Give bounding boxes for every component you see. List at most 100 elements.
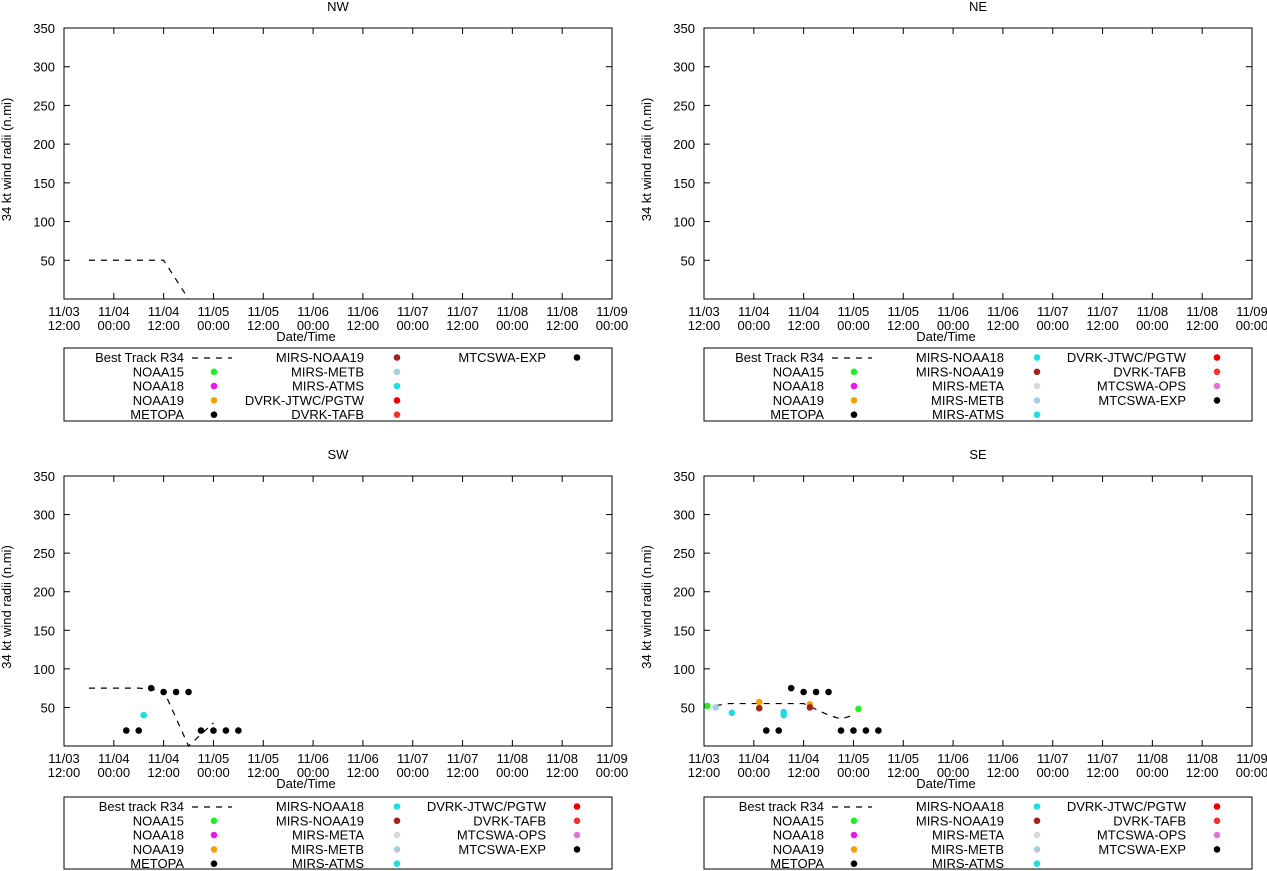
x-tick-time: 12:00 [787, 318, 820, 333]
x-tick-day: 11/07 [1087, 751, 1119, 766]
legend-label: METOPA [130, 856, 184, 871]
x-tick-time: 00:00 [1236, 318, 1267, 333]
x-tick-day: 11/05 [247, 751, 279, 766]
x-tick-time: 00:00 [937, 318, 970, 333]
x-tick-day: 11/04 [98, 304, 130, 319]
y-tick-label: 100 [673, 215, 695, 230]
x-tick-day: 11/04 [148, 304, 180, 319]
y-tick-label: 100 [33, 662, 55, 677]
x-tick-day: 11/08 [497, 304, 529, 319]
point-mirs-atms [728, 709, 736, 717]
legend-label: NOAA19 [773, 842, 824, 857]
x-tick-time: 12:00 [688, 318, 721, 333]
legend-label: NOAA19 [133, 393, 184, 408]
legend-label: MTCSWA-EXP [458, 842, 546, 857]
legend-marker [1213, 368, 1221, 376]
x-tick-time: 00:00 [596, 765, 629, 780]
y-tick-label: 250 [33, 546, 55, 561]
x-tick-day: 11/07 [397, 751, 429, 766]
legend-marker [850, 860, 858, 867]
legend-marker [573, 846, 581, 853]
x-tick-time: 12:00 [987, 318, 1020, 333]
legend-label: NOAA19 [773, 393, 824, 408]
x-tick-time: 12:00 [247, 318, 280, 333]
point-mirs-atms [140, 711, 148, 719]
legend-marker [1213, 354, 1221, 361]
legend-label: MIRS-METB [291, 364, 364, 379]
x-tick-time: 00:00 [396, 765, 429, 780]
legend-marker [210, 860, 218, 867]
legend-marker [1213, 803, 1221, 810]
y-tick-label: 100 [33, 215, 55, 230]
legend-marker [1213, 846, 1221, 853]
x-tick-time: 12:00 [446, 765, 479, 780]
x-tick-day: 11/03 [48, 751, 80, 766]
y-tick-label: 50 [41, 253, 55, 268]
x-tick-time: 12:00 [688, 765, 721, 780]
legend-marker [1033, 368, 1041, 376]
x-tick-time: 12:00 [446, 318, 479, 333]
legend-marker [1033, 397, 1041, 404]
legend-marker [573, 817, 581, 825]
legend-label: METOPA [130, 407, 184, 422]
point-mtcswa-exp [812, 688, 820, 696]
x-tick-day: 11/06 [297, 304, 329, 319]
x-tick-day: 11/09 [596, 751, 628, 766]
x-tick-day: 11/06 [347, 304, 379, 319]
y-tick-label: 350 [33, 469, 55, 484]
legend-box [703, 796, 1253, 870]
x-tick-time: 00:00 [1136, 765, 1169, 780]
chart-title: SE [969, 447, 987, 462]
legend-marker [393, 368, 401, 376]
legend-marker [573, 803, 581, 810]
x-tick-time: 12:00 [546, 765, 579, 780]
x-tick-day: 11/05 [247, 304, 279, 319]
x-tick-time: 12:00 [1086, 318, 1119, 333]
legend-label: DVRK-JTWC/PGTW [1067, 799, 1187, 814]
legend-marker [850, 817, 858, 825]
point-mtcswa-exp [837, 727, 845, 734]
x-tick-day: 11/06 [987, 304, 1019, 319]
legend-label: NOAA15 [773, 813, 824, 828]
legend-marker [850, 831, 858, 839]
point-mtcswa-exp [875, 727, 882, 734]
x-axis-label: Date/Time [276, 776, 335, 791]
x-tick-time: 00:00 [937, 765, 970, 780]
x-tick-day: 11/07 [1037, 304, 1069, 319]
x-tick-day: 11/09 [1236, 304, 1267, 319]
legend-marker [1033, 354, 1041, 361]
legend-label: MTCSWA-OPS [457, 828, 546, 843]
x-tick-day: 11/06 [347, 751, 379, 766]
plot-frame [63, 27, 613, 300]
legend-label: MIRS-METB [931, 842, 1004, 857]
x-tick-time: 12:00 [48, 318, 81, 333]
x-tick-day: 11/06 [937, 751, 969, 766]
y-tick-label: 350 [673, 21, 695, 36]
y-tick-label: 200 [33, 585, 55, 600]
x-tick-day: 11/09 [1236, 751, 1267, 766]
y-axis-label: 34 kt wind radii (n.mi) [0, 545, 14, 669]
plot-frame [703, 27, 1253, 300]
x-tick-day: 11/05 [887, 751, 919, 766]
y-axis-label: 34 kt wind radii (n.mi) [0, 98, 14, 222]
legend-label: MIRS-METB [291, 842, 364, 857]
legend-label: MIRS-NOAA19 [916, 364, 1004, 379]
best-track-line [703, 702, 854, 720]
x-tick-time: 00:00 [98, 318, 131, 333]
point-noaa15 [855, 705, 862, 713]
legend-label: METOPA [770, 856, 824, 871]
legend-marker [1213, 382, 1221, 390]
legend-label: DVRK-JTWC/PGTW [245, 393, 365, 408]
x-tick-time: 12:00 [1186, 765, 1219, 780]
legend-label: DVRK-JTWC/PGTW [1067, 350, 1187, 365]
x-tick-time: 00:00 [197, 765, 230, 780]
x-tick-day: 11/08 [497, 751, 529, 766]
legend-marker [393, 846, 401, 853]
x-tick-day: 11/04 [738, 304, 770, 319]
legend-label: MTCSWA-OPS [1097, 379, 1186, 394]
x-tick-day: 11/04 [148, 751, 180, 766]
legend-label: MIRS-ATMS [292, 856, 364, 871]
x-tick-time: 00:00 [98, 765, 131, 780]
plot-frame [63, 475, 613, 747]
